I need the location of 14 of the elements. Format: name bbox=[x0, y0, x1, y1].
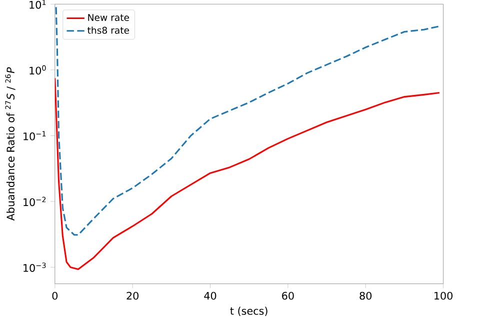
legend-label: New rate bbox=[88, 14, 130, 21]
x-tick-label: 100 bbox=[434, 292, 452, 300]
x-tick-label: 20 bbox=[126, 292, 138, 300]
y-tick-label: 10$^{−2}$ bbox=[24, 196, 46, 206]
y-tick-label: 10$^{0}$ bbox=[30, 65, 46, 74]
y-axis-title: Abuandance Ratio of $^{27}$S / $^{26}$P bbox=[5, 67, 16, 220]
x-axis-title: t (secs) bbox=[230, 306, 268, 316]
y-tick-label: 10$^{−3}$ bbox=[24, 262, 46, 272]
x-tick-label: 80 bbox=[360, 292, 372, 300]
y-tick-label: 10$^{−1}$ bbox=[24, 130, 46, 140]
x-tick-label: 40 bbox=[204, 292, 216, 300]
x-tick-label: 0 bbox=[52, 292, 58, 300]
x-tick-label: 60 bbox=[282, 292, 294, 300]
legend-label: ths8 rate bbox=[88, 26, 130, 34]
